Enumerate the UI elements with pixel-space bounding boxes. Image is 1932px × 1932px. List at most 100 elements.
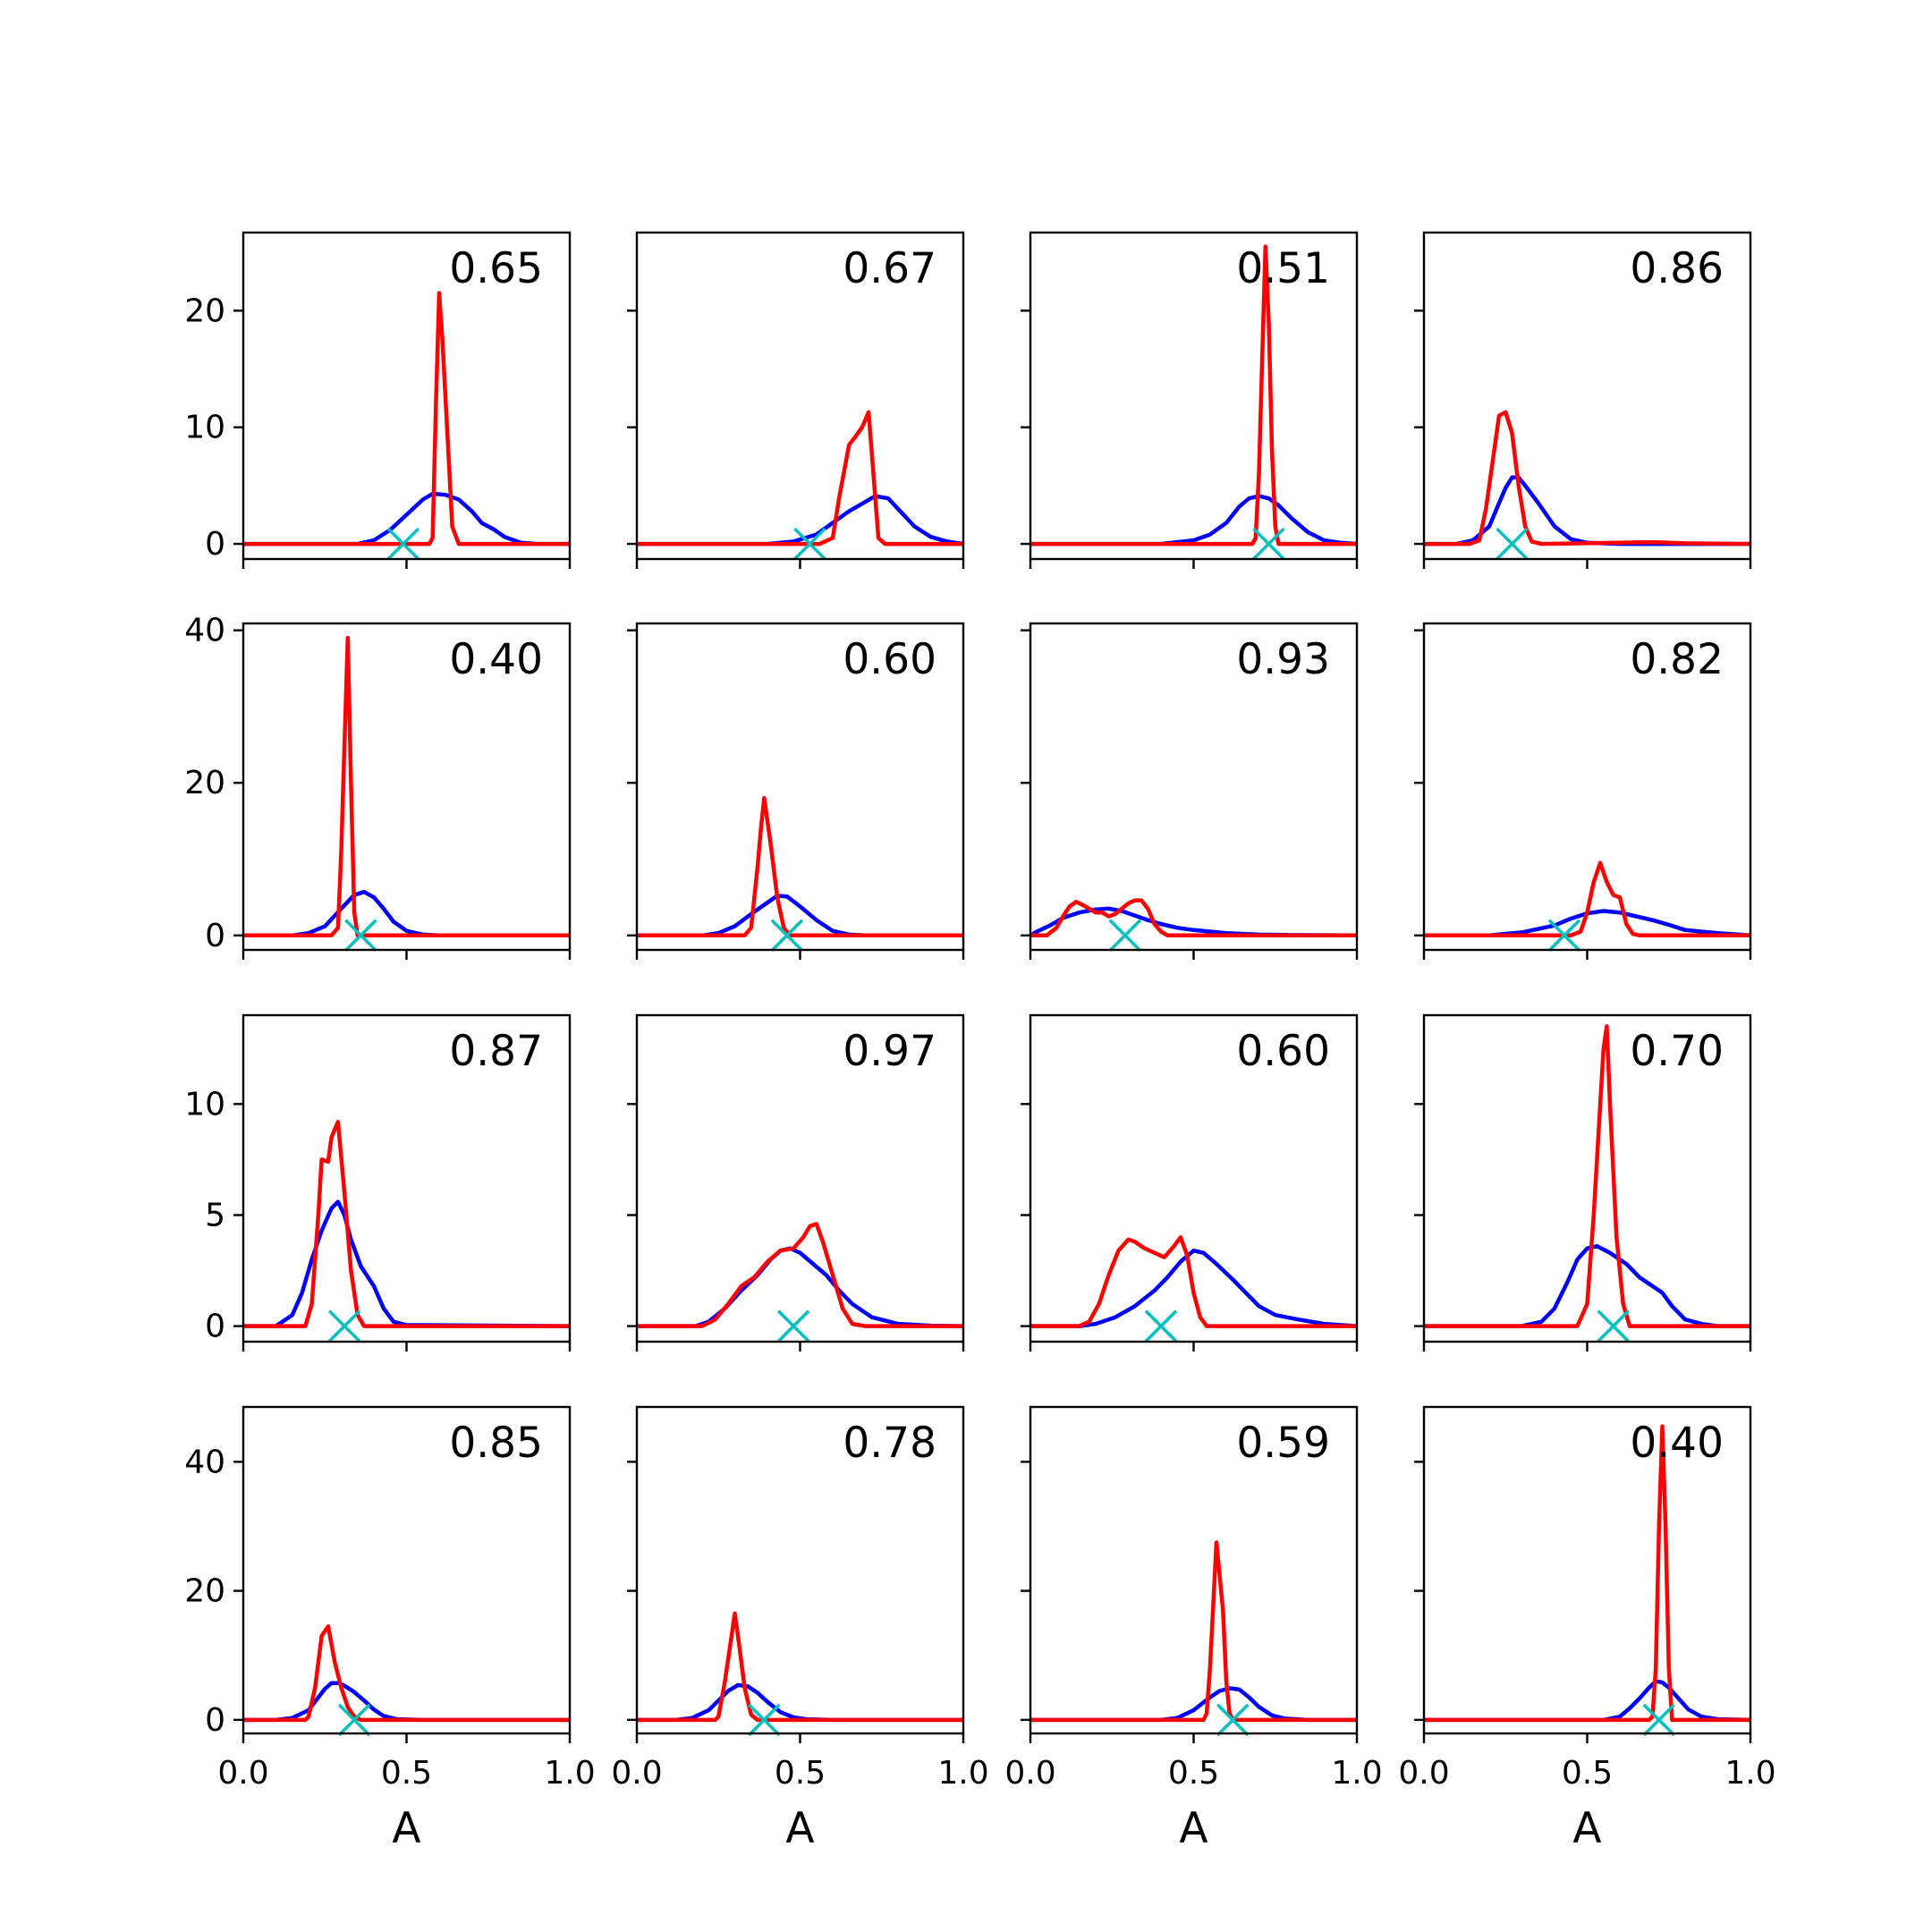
y-tick-label: 0 <box>205 918 225 954</box>
x-tick-label: 0.0 <box>217 1755 268 1792</box>
x-tick-label: 1.0 <box>1331 1755 1382 1792</box>
marker-stroke <box>1108 919 1142 953</box>
panel-10: 0.97 <box>627 1013 965 1352</box>
x-tick-label: 1.0 <box>1724 1755 1775 1792</box>
x-tick-label: 1.0 <box>544 1755 595 1792</box>
panel-label: 0.40 <box>1630 1419 1724 1468</box>
red-series-line <box>1030 1540 1357 1723</box>
y-tick-label: 40 <box>184 613 225 649</box>
x-tick-label: 0.5 <box>1562 1755 1613 1792</box>
panel-14: 0.78 0.0 0.5 1.0 A <box>611 1405 989 1853</box>
panel-label: 0.82 <box>1630 635 1724 684</box>
marker-x <box>1216 1703 1250 1737</box>
marker-stroke <box>1547 919 1581 953</box>
marker-stroke <box>327 1309 361 1343</box>
panel-label: 0.51 <box>1236 244 1330 293</box>
red-series-line <box>1030 244 1357 547</box>
blue-series-line <box>243 1681 570 1723</box>
marker-x <box>1144 1309 1178 1343</box>
marker-stroke <box>1252 527 1285 561</box>
red-series-line <box>1424 410 1750 547</box>
y-tick-label: 10 <box>184 1086 225 1123</box>
marker-x <box>344 919 377 953</box>
marker-x <box>1597 1309 1630 1343</box>
x-tick-label: 0.5 <box>381 1755 432 1792</box>
marker-stroke <box>337 1703 371 1737</box>
marker-x <box>1252 527 1285 561</box>
marker-stroke <box>1597 1309 1630 1343</box>
blue-series-line <box>1030 1686 1357 1723</box>
marker-x <box>337 1703 371 1737</box>
blue-series-line <box>1424 909 1750 938</box>
panel-12: 0.70 <box>1414 1013 1752 1352</box>
red-series-line <box>637 410 963 547</box>
marker-stroke <box>386 527 420 561</box>
panel-label: 0.97 <box>843 1027 936 1076</box>
panel-15: 0.59 0.0 0.5 1.0 A <box>1004 1405 1383 1853</box>
x-tick-label: 0.5 <box>1168 1755 1219 1792</box>
red-series-line <box>637 796 963 938</box>
red-series-line <box>637 1611 963 1723</box>
panel-11: 0.60 <box>1021 1013 1359 1352</box>
panel-5: 0.40 0 20 40 <box>184 613 572 960</box>
y-tick-label: 0 <box>205 526 225 563</box>
y-tick-label: 10 <box>184 410 225 446</box>
red-series-line <box>1424 1424 1750 1723</box>
blue-series-line <box>243 491 570 547</box>
blue-series-line <box>243 889 570 938</box>
x-axis-label: A <box>1572 1804 1601 1853</box>
blue-series-line <box>637 494 963 547</box>
red-series-line <box>1030 898 1357 938</box>
y-tick-label: 20 <box>184 765 225 801</box>
panel-label: 0.70 <box>1630 1027 1724 1076</box>
panel-8: 0.82 <box>1414 622 1752 960</box>
panel-label: 0.93 <box>1236 635 1330 684</box>
red-series-line <box>1424 1024 1750 1328</box>
panel-label: 0.65 <box>449 244 543 293</box>
marker-x <box>386 527 420 561</box>
blue-series-line <box>1030 494 1357 547</box>
panel-label: 0.85 <box>449 1419 543 1468</box>
marker-stroke <box>1144 1309 1178 1343</box>
red-series-line <box>243 1624 570 1723</box>
blue-series-line <box>637 1246 963 1328</box>
blue-series-line <box>1030 906 1357 938</box>
marker-x <box>1642 1703 1676 1737</box>
panel-label: 0.60 <box>1236 1027 1330 1076</box>
marker-x <box>793 527 826 561</box>
panel-13: 0.85 0 20 40 0.0 0.5 1.0 A <box>184 1405 596 1853</box>
marker-x <box>327 1309 361 1343</box>
panel-label: 0.60 <box>843 635 936 684</box>
red-series-line <box>243 635 570 938</box>
y-tick-label: 0 <box>205 1309 225 1345</box>
blue-series-line <box>637 1682 963 1723</box>
blue-series-line <box>243 1199 570 1328</box>
panel-label: 0.40 <box>449 635 543 684</box>
x-axis-label: A <box>1179 1804 1208 1853</box>
y-tick-label: 20 <box>184 1573 225 1610</box>
panel-label: 0.67 <box>843 244 936 293</box>
marker-stroke <box>1642 1703 1676 1737</box>
blue-series-line <box>1424 475 1750 547</box>
panel-9: 0.87 0 5 10 <box>184 1013 572 1352</box>
y-tick-label: 0 <box>205 1702 225 1739</box>
marker-x <box>770 919 804 953</box>
marker-x <box>748 1703 781 1737</box>
marker-x <box>1496 527 1529 561</box>
x-tick-label: 1.0 <box>937 1755 988 1792</box>
panel-6: 0.60 <box>627 622 965 960</box>
red-series-line <box>1424 860 1750 938</box>
x-tick-label: 0.0 <box>611 1755 662 1792</box>
marker-x <box>1547 919 1581 953</box>
panel-2: 0.67 <box>627 231 965 569</box>
x-axis-label: A <box>392 1804 420 1853</box>
marker-stroke <box>1496 527 1529 561</box>
blue-series-line <box>637 894 963 938</box>
panel-label: 0.87 <box>449 1027 543 1076</box>
y-tick-label: 20 <box>184 292 225 329</box>
marker-stroke <box>748 1703 781 1737</box>
marker-stroke <box>770 919 804 953</box>
panel-7: 0.93 <box>1021 622 1359 960</box>
x-tick-label: 0.0 <box>1004 1755 1055 1792</box>
